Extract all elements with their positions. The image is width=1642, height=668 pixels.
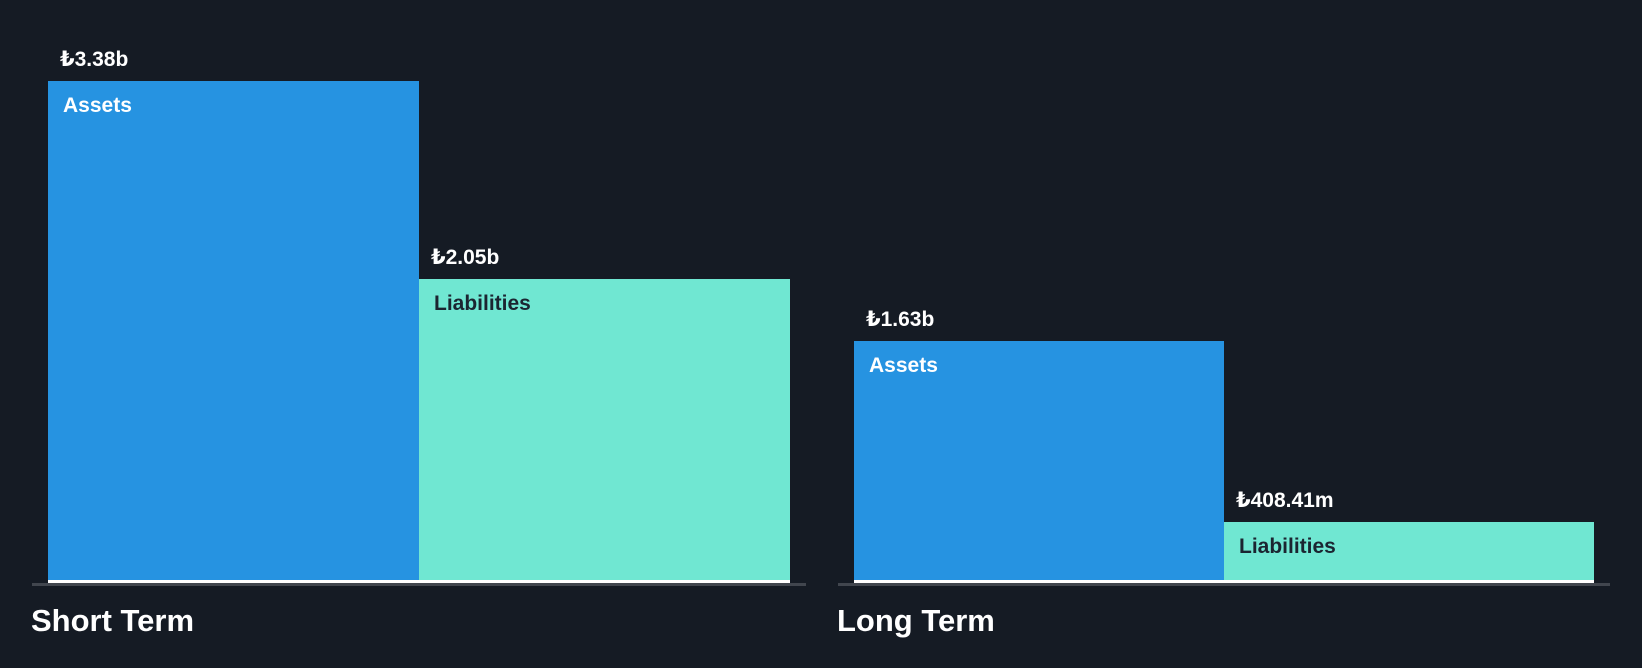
chart-group-long-term: ₺1.63b Assets ₺408.41m Liabilities Long …: [837, 0, 1610, 638]
short-term-assets-value: ₺3.38b: [60, 47, 129, 71]
short-term-assets-bar[interactable]: ₺3.38b Assets: [48, 48, 419, 583]
chart-group-short-term: ₺3.38b Assets ₺2.05b Liabilities Short T…: [31, 0, 806, 638]
long-term-bars: ₺1.63b Assets ₺408.41m Liabilities: [854, 0, 1594, 583]
long-term-assets-value: ₺1.63b: [866, 307, 935, 331]
long-term-assets-label: Assets: [869, 354, 938, 377]
short-term-bars: ₺3.38b Assets ₺2.05b Liabilities: [48, 0, 790, 583]
short-term-liabilities-value: ₺2.05b: [431, 245, 500, 269]
long-term-liabilities-value: ₺408.41m: [1236, 488, 1334, 512]
long-term-group-label: Long Term: [837, 603, 995, 638]
long-term-liabilities-label: Liabilities: [1239, 535, 1336, 558]
long-term-liabilities-bar[interactable]: ₺408.41m Liabilities: [1224, 489, 1594, 583]
long-term-assets-bar[interactable]: ₺1.63b Assets: [854, 308, 1224, 583]
short-term-liabilities-bar[interactable]: ₺2.05b Liabilities: [419, 246, 790, 583]
short-term-x-axis-line: [32, 583, 806, 586]
long-term-x-axis-line: [838, 583, 1610, 586]
short-term-assets-label: Assets: [63, 94, 132, 117]
short-term-group-label: Short Term: [31, 603, 195, 638]
short-term-liabilities-label: Liabilities: [434, 292, 531, 315]
